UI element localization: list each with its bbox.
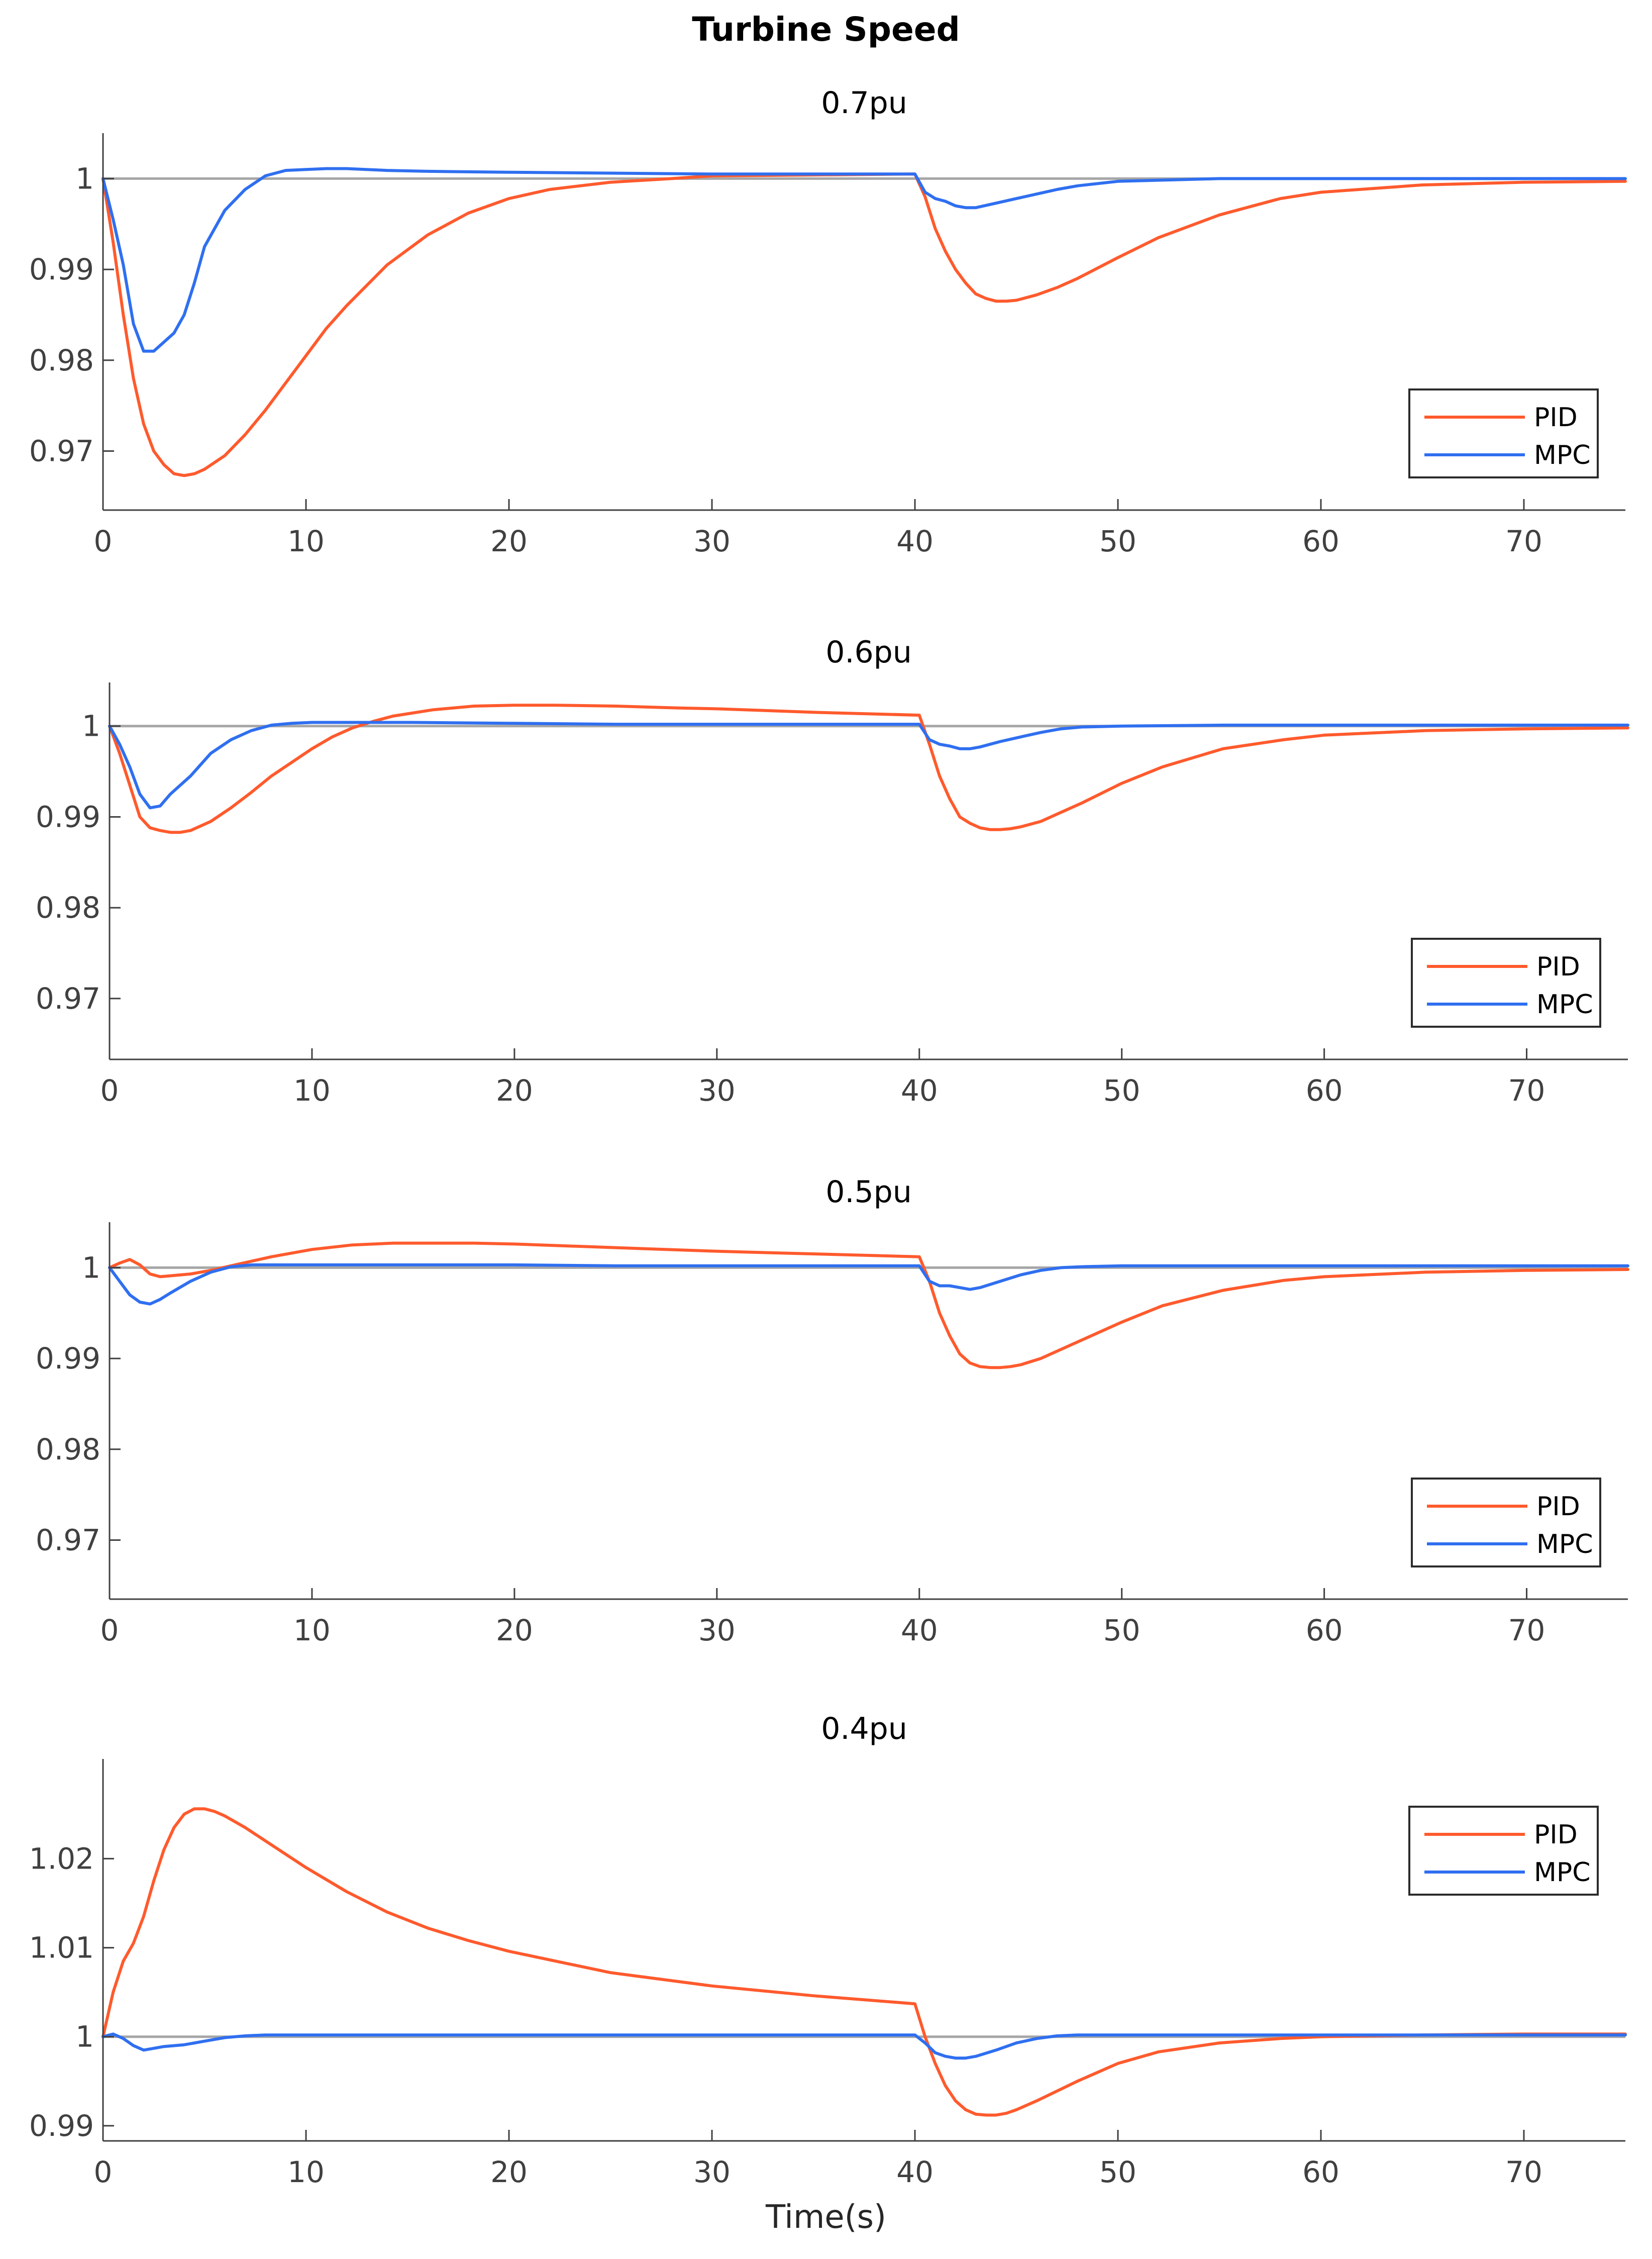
legend: PID MPC	[1408, 1806, 1599, 1896]
y-tick-label: 0.97	[36, 1523, 100, 1557]
legend-label-mpc: MPC	[1536, 990, 1593, 1020]
x-tick-label: 70	[1508, 1073, 1545, 1108]
y-tick-label: 1.02	[29, 1841, 94, 1876]
y-tick-label: 0.99	[36, 1341, 100, 1376]
x-tick-label: 0	[100, 1613, 119, 1647]
x-tick-label: 30	[693, 2155, 731, 2189]
legend-box	[1408, 388, 1599, 478]
legend-box	[1411, 1478, 1601, 1567]
series-line-pid	[108, 1241, 1629, 1369]
x-tick-label: 0	[100, 1073, 119, 1108]
legend: PID MPC	[1411, 1478, 1601, 1567]
x-tick-label: 40	[896, 2155, 934, 2189]
x-tick-label: 20	[496, 1073, 533, 1108]
x-tick-label: 70	[1505, 2155, 1542, 2189]
x-tick-label: 60	[1302, 2155, 1339, 2189]
y-tick-label: 0.98	[36, 1432, 100, 1466]
x-tick-label: 0	[94, 2155, 113, 2189]
x-tick-label: 40	[896, 524, 934, 558]
y-tick-label: 0.99	[29, 2109, 94, 2143]
legend-label-pid: PID	[1534, 403, 1578, 433]
x-tick-label: 50	[1099, 524, 1137, 558]
x-tick-label: 10	[293, 1073, 331, 1108]
x-tick-label: 30	[698, 1073, 736, 1108]
x-tick-label: 20	[490, 524, 528, 558]
x-tick-label: 10	[293, 1613, 331, 1647]
x-tick-label: 50	[1103, 1613, 1141, 1647]
series-line-mpc	[101, 167, 1627, 353]
legend: PID MPC	[1408, 388, 1599, 478]
legend-label-pid: PID	[1536, 1492, 1580, 1522]
x-tick-label: 30	[698, 1613, 736, 1647]
subplot-2: 0.6pu 0 10 20 30 40 50 60 70 0.97 0.98 0.99 1 PID MPC	[36, 635, 1629, 1108]
x-tick-label: 40	[901, 1073, 938, 1108]
legend-label-mpc: MPC	[1536, 1529, 1593, 1559]
series-line-pid	[108, 704, 1629, 834]
legend-box	[1408, 1806, 1599, 1896]
legend-label-mpc: MPC	[1534, 440, 1591, 470]
x-tick-label: 60	[1302, 524, 1339, 558]
subplot-4: 0.4pu 0 10 20 30 40 50 60 70 0.99 1 1.01 1.02 PID MPC	[29, 1711, 1627, 2189]
x-tick-label: 10	[287, 524, 325, 558]
legend-label-pid: PID	[1536, 952, 1580, 982]
x-tick-label: 60	[1306, 1613, 1343, 1647]
y-tick-label: 1	[82, 709, 100, 743]
subplot-title: 0.6pu	[825, 635, 912, 670]
subplot-title: 0.5pu	[825, 1174, 912, 1210]
x-tick-label: 20	[490, 2155, 528, 2189]
x-tick-label: 70	[1508, 1613, 1545, 1647]
subplot-1: 0.7pu 0 10 20 30 40 50 60 70 0.97 0.98 0.99 1 PID MPC	[29, 85, 1627, 558]
y-tick-label: 1	[75, 2020, 94, 2054]
y-tick-label: 0.99	[36, 800, 100, 834]
x-tick-label: 10	[287, 2155, 325, 2189]
subplot-3: 0.5pu 0 10 20 30 40 50 60 70 0.97 0.98 0.99 1 PID MPC	[36, 1174, 1629, 1647]
y-tick-label: 0.97	[36, 981, 100, 1016]
legend: PID MPC	[1411, 938, 1601, 1028]
x-tick-label: 50	[1103, 1073, 1141, 1108]
x-tick-label: 70	[1505, 524, 1542, 558]
series-line-mpc	[101, 2032, 1627, 2060]
y-tick-label: 1	[82, 1250, 100, 1285]
y-tick-label: 0.99	[29, 252, 94, 286]
x-tick-label: 50	[1099, 2155, 1137, 2189]
x-tick-label: 60	[1306, 1073, 1343, 1108]
series-line-pid	[101, 172, 1627, 477]
subplot-title: 0.7pu	[821, 85, 907, 121]
series-line-mpc	[108, 721, 1629, 810]
x-tick-label: 20	[496, 1613, 533, 1647]
legend-box	[1411, 938, 1601, 1028]
legend-label-mpc: MPC	[1534, 1857, 1591, 1888]
x-tick-label: 30	[693, 524, 731, 558]
figure-title: Turbine Speed	[692, 10, 960, 49]
subplot-title: 0.4pu	[821, 1711, 907, 1746]
y-tick-label: 1.01	[29, 1931, 94, 1965]
series-line-mpc	[108, 1263, 1629, 1306]
y-tick-label: 0.98	[36, 891, 100, 925]
legend-label-pid: PID	[1534, 1820, 1578, 1850]
y-tick-label: 0.97	[29, 434, 94, 468]
series-line-pid	[101, 1807, 1627, 2117]
x-tick-label: 0	[94, 524, 113, 558]
x-tick-label: 40	[901, 1613, 938, 1647]
y-tick-label: 1	[75, 161, 94, 195]
x-axis-label: Time(s)	[766, 2199, 886, 2236]
y-tick-label: 0.98	[29, 343, 94, 377]
